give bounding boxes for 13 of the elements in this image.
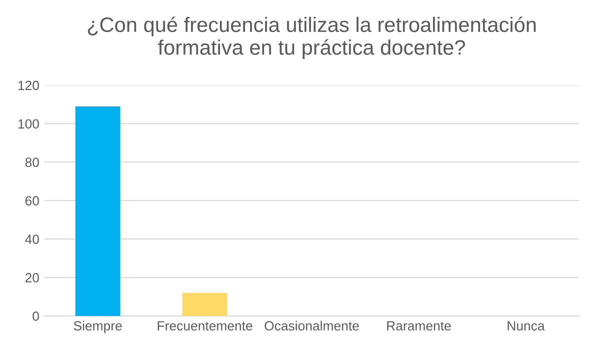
chart-title: ¿Con qué frecuencia utilizas la retroalimentación formativa en tu práctica docente?: [88, 16, 536, 59]
x-tick-label: Raramente: [387, 321, 451, 331]
x-tick-label: Nunca: [508, 321, 545, 331]
y-tick-label: 20: [25, 273, 39, 282]
y-tick-label: 80: [25, 158, 39, 168]
y-tick-label: 100: [18, 119, 39, 129]
y-tick-label: 60: [25, 196, 39, 206]
y-tick-label: 0: [32, 312, 39, 321]
x-tick-label: Ocasionalmente: [264, 320, 359, 331]
y-tick-label: 40: [25, 234, 39, 244]
x-tick-label: Frecuentemente: [158, 321, 252, 331]
x-tick-label: Siempre: [74, 320, 122, 334]
y-tick-label: 120: [18, 80, 39, 90]
